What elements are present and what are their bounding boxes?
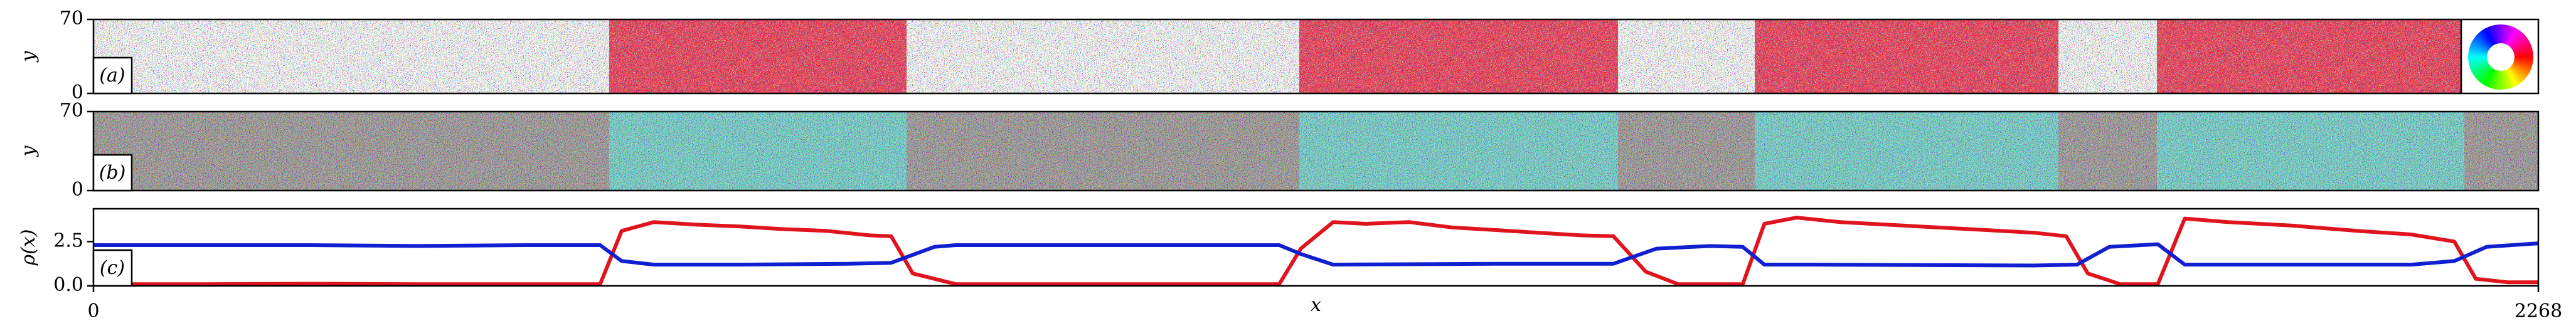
panel-frame bbox=[92, 18, 2540, 95]
panel-label: (a) bbox=[99, 65, 125, 87]
y-axis-label: ρ(x) bbox=[18, 229, 40, 266]
panel-label: (b) bbox=[99, 162, 126, 184]
panel-frame bbox=[92, 208, 2540, 287]
y-tick-label: 0.0 bbox=[53, 274, 83, 296]
y-tick-label: 0 bbox=[72, 82, 83, 103]
y-tick-label: 0 bbox=[72, 179, 83, 201]
density-line bbox=[93, 241, 2539, 268]
panel-label: (c) bbox=[100, 257, 125, 279]
panel-frame bbox=[92, 110, 2540, 192]
panel-b-field bbox=[93, 112, 2538, 191]
panel-label-box bbox=[92, 154, 133, 192]
y-tick-label: 70 bbox=[60, 8, 83, 29]
panel-label-box bbox=[92, 56, 133, 95]
color-wheel bbox=[2468, 24, 2533, 90]
x-tick-label: 2268 bbox=[2515, 300, 2562, 322]
density-line bbox=[93, 216, 2538, 287]
panel-a-field bbox=[93, 19, 2538, 93]
y-axis-label: y bbox=[18, 145, 40, 157]
panel-label-box bbox=[92, 249, 133, 287]
y-axis-label: y bbox=[18, 50, 40, 63]
y-tick-label: 70 bbox=[60, 100, 83, 122]
x-axis-label: x bbox=[1311, 294, 1321, 316]
x-tick-label: 0 bbox=[87, 300, 99, 322]
y-tick-label: 2.5 bbox=[53, 229, 83, 251]
